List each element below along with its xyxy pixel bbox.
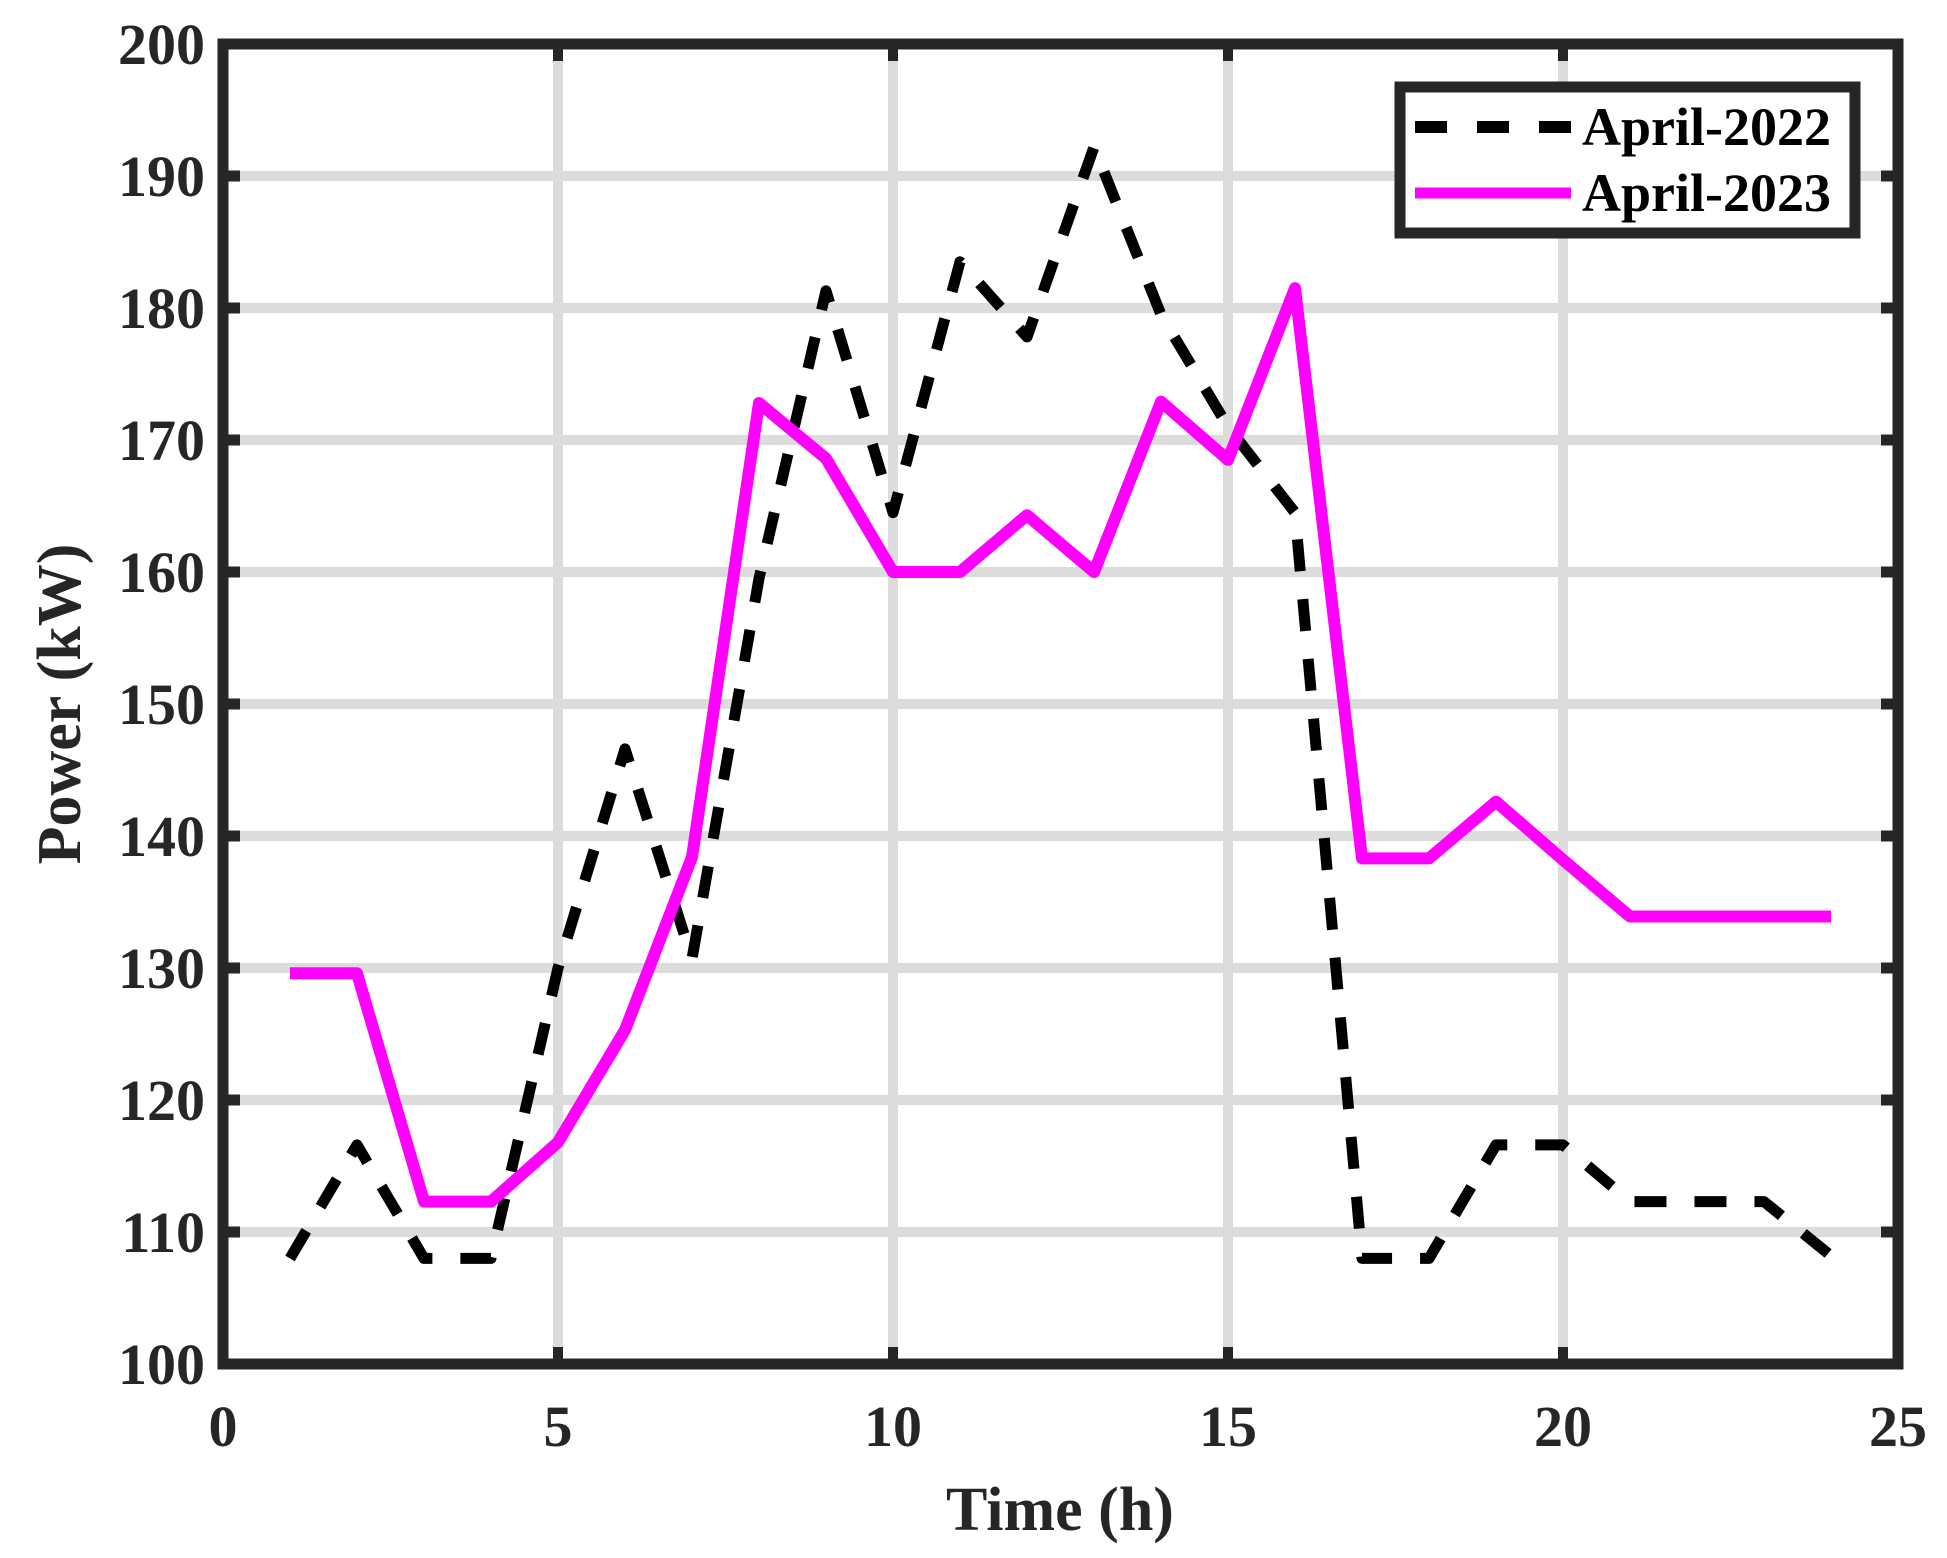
axes: [217, 38, 1904, 1370]
y-axis-tick-labels: 100 110 120 130 140 150 160 170 180 190 200: [118, 12, 205, 1397]
y-tick-label: 200: [118, 12, 205, 77]
y-tick-label: 110: [121, 1200, 205, 1265]
x-tick-label: 10: [864, 1394, 922, 1459]
legend-label-april-2023: April-2023: [1582, 163, 1831, 223]
plot-series: [285, 141, 1835, 1264]
y-axis-title: Power (kW): [26, 544, 94, 865]
y-tick-label: 180: [118, 276, 205, 341]
x-axis-tick-labels: 0 5 10 15 20 25: [209, 1394, 1928, 1459]
y-tick-label: 100: [118, 1332, 205, 1397]
x-tick-label: 5: [544, 1394, 573, 1459]
legend-label-april-2022: April-2022: [1582, 97, 1831, 157]
y-tick-label: 130: [118, 936, 205, 1001]
legend: April-2022 April-2023: [1394, 81, 1861, 239]
grid-lines: [223, 44, 1898, 1364]
x-tick-label: 0: [209, 1394, 238, 1459]
x-tick-label: 20: [1534, 1394, 1592, 1459]
y-tick-label: 140: [118, 804, 205, 869]
y-tick-label: 150: [118, 672, 205, 737]
y-tick-label: 120: [118, 1068, 205, 1133]
legend-box: [1394, 81, 1861, 239]
x-tick-label: 15: [1199, 1394, 1257, 1459]
x-axis-title: Time (h): [946, 1476, 1174, 1544]
y-tick-label: 170: [118, 408, 205, 473]
series-line-april-2023: [290, 282, 1831, 1208]
y-tick-label: 190: [118, 144, 205, 209]
x-tick-label: 25: [1869, 1394, 1927, 1459]
y-tick-label: 160: [118, 540, 205, 605]
